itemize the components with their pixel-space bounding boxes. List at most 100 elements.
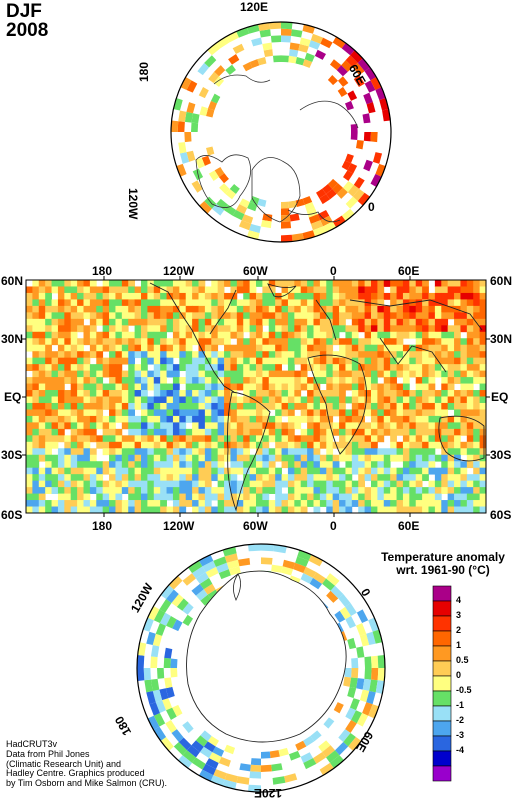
anomaly-cell bbox=[447, 292, 455, 300]
anomaly-cell bbox=[262, 377, 270, 384]
anomaly-cell bbox=[249, 461, 257, 469]
polar-anomaly-cell bbox=[195, 157, 205, 169]
anomaly-cell bbox=[243, 286, 251, 294]
anomaly-cell bbox=[89, 487, 97, 494]
anomaly-cell bbox=[454, 292, 461, 300]
anomaly-cell bbox=[268, 364, 276, 372]
anomaly-cell bbox=[466, 428, 474, 436]
anomaly-cell bbox=[236, 312, 244, 320]
anomaly-cell bbox=[300, 409, 308, 417]
anomaly-cell bbox=[128, 409, 136, 417]
anomaly-cell bbox=[326, 409, 334, 417]
anomaly-cell bbox=[134, 338, 142, 346]
anomaly-cell bbox=[262, 280, 270, 287]
anomaly-cell bbox=[26, 377, 33, 384]
anomaly-cell bbox=[415, 305, 423, 313]
anomaly-cell bbox=[192, 351, 199, 359]
polar-anomaly-cell bbox=[165, 616, 177, 629]
polar-anomaly-cell bbox=[137, 668, 145, 681]
polar-anomaly-cell bbox=[212, 746, 225, 757]
anomaly-cell bbox=[153, 474, 161, 482]
anomaly-cell bbox=[102, 286, 110, 294]
anomaly-cell bbox=[383, 500, 391, 507]
anomaly-cell bbox=[307, 396, 314, 404]
anomaly-cell bbox=[358, 344, 366, 352]
anomaly-cell bbox=[454, 351, 461, 359]
anomaly-cell bbox=[89, 454, 97, 462]
polar-anomaly-cell bbox=[341, 208, 355, 221]
anomaly-cell bbox=[141, 493, 148, 501]
anomaly-cell bbox=[230, 383, 238, 391]
anomaly-cell bbox=[77, 280, 84, 287]
anomaly-cell bbox=[268, 422, 276, 430]
anomaly-cell bbox=[409, 325, 417, 333]
polar-anomaly-cell bbox=[330, 585, 344, 599]
anomaly-cell bbox=[390, 351, 397, 359]
eq-bottom-120w: 120W bbox=[163, 519, 195, 533]
anomaly-cell bbox=[409, 487, 417, 494]
anomaly-cell bbox=[300, 357, 308, 365]
anomaly-cell bbox=[26, 364, 33, 372]
anomaly-cell bbox=[96, 383, 104, 391]
anomaly-cell bbox=[428, 351, 436, 359]
anomaly-cell bbox=[77, 467, 84, 475]
anomaly-cell bbox=[313, 409, 321, 417]
anomaly-cell bbox=[109, 461, 116, 469]
anomaly-cell bbox=[38, 396, 46, 404]
polar-anomaly-cell bbox=[261, 751, 271, 759]
anomaly-cell bbox=[358, 286, 366, 294]
anomaly-cell bbox=[281, 325, 289, 333]
anomaly-cell bbox=[364, 402, 372, 410]
anomaly-cell bbox=[460, 299, 468, 307]
anomaly-cell bbox=[281, 441, 289, 449]
anomaly-cell bbox=[358, 292, 366, 300]
anomaly-cell bbox=[390, 377, 397, 384]
anomaly-cell bbox=[396, 467, 404, 475]
anomaly-cell bbox=[192, 331, 199, 339]
anomaly-cell bbox=[230, 377, 238, 384]
anomaly-cell bbox=[230, 331, 238, 339]
anomaly-cell bbox=[390, 441, 397, 449]
anomaly-cell bbox=[166, 312, 174, 320]
anomaly-cell bbox=[281, 357, 289, 365]
anomaly-cell bbox=[147, 344, 155, 352]
anomaly-cell bbox=[153, 435, 161, 443]
anomaly-cell bbox=[89, 280, 97, 287]
anomaly-cell bbox=[434, 422, 442, 430]
anomaly-cell bbox=[358, 448, 366, 456]
anomaly-cell bbox=[422, 435, 429, 443]
anomaly-cell bbox=[185, 292, 193, 300]
anomaly-cell bbox=[377, 364, 385, 372]
anomaly-cell bbox=[454, 500, 461, 507]
anomaly-cell bbox=[172, 364, 180, 372]
anomaly-cell bbox=[115, 506, 123, 513]
anomaly-cell bbox=[434, 344, 442, 352]
anomaly-cell bbox=[89, 474, 97, 482]
anomaly-cell bbox=[230, 357, 238, 365]
anomaly-cell bbox=[89, 506, 97, 513]
anomaly-cell bbox=[460, 383, 468, 391]
anomaly-cell bbox=[224, 390, 231, 397]
anomaly-cell bbox=[217, 280, 225, 287]
anomaly-cell bbox=[230, 435, 238, 443]
anomaly-cell bbox=[460, 280, 468, 287]
anomaly-cell bbox=[243, 280, 251, 287]
anomaly-cell bbox=[358, 377, 366, 384]
anomaly-cell bbox=[70, 441, 78, 449]
anomaly-cell bbox=[89, 500, 97, 507]
anomaly-cell bbox=[396, 500, 404, 507]
anomaly-cell bbox=[109, 506, 116, 513]
anomaly-cell bbox=[166, 474, 174, 482]
anomaly-cell bbox=[57, 390, 65, 397]
anomaly-cell bbox=[179, 493, 187, 501]
anomaly-cell bbox=[287, 325, 295, 333]
anomaly-cell bbox=[351, 390, 359, 397]
polar-anomaly-cell bbox=[345, 616, 357, 629]
anomaly-cell bbox=[441, 435, 449, 443]
anomaly-cell bbox=[319, 286, 327, 294]
legend-bound-label: -0.5 bbox=[456, 685, 472, 695]
anomaly-cell bbox=[185, 487, 193, 494]
anomaly-cell bbox=[204, 467, 212, 475]
anomaly-cell bbox=[319, 461, 327, 469]
anomaly-cell bbox=[96, 351, 104, 359]
